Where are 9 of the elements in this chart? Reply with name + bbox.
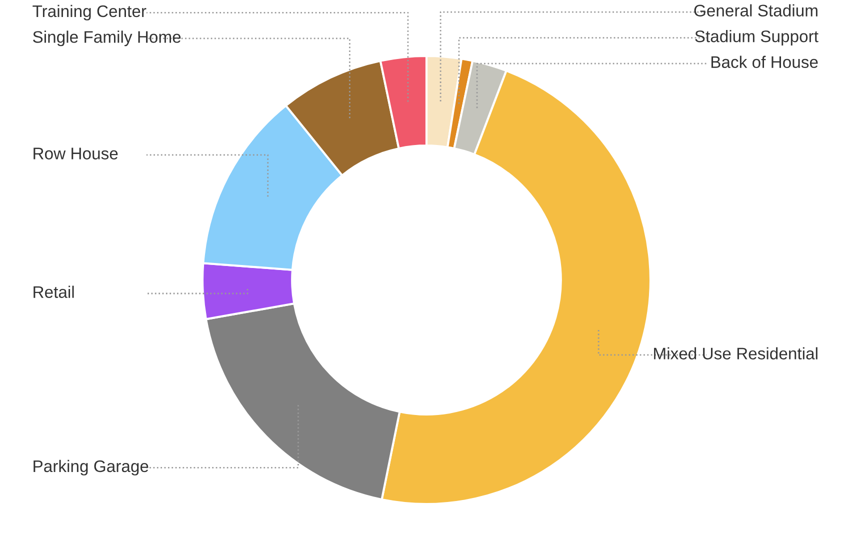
slice-label: Training Center — [32, 4, 146, 20]
slice-label: Retail — [34, 286, 74, 298]
slice-label: Row House — [34, 148, 118, 160]
slice-label: Parking Garage — [34, 460, 148, 476]
slice-label: Mixed Use Residential — [654, 347, 818, 360]
slice-label: Single Family Home — [33, 30, 181, 46]
slice-label: Back of House — [711, 56, 818, 68]
slice-label: General Stadium — [694, 4, 818, 17]
slice-label: Stadium Support — [695, 30, 818, 46]
